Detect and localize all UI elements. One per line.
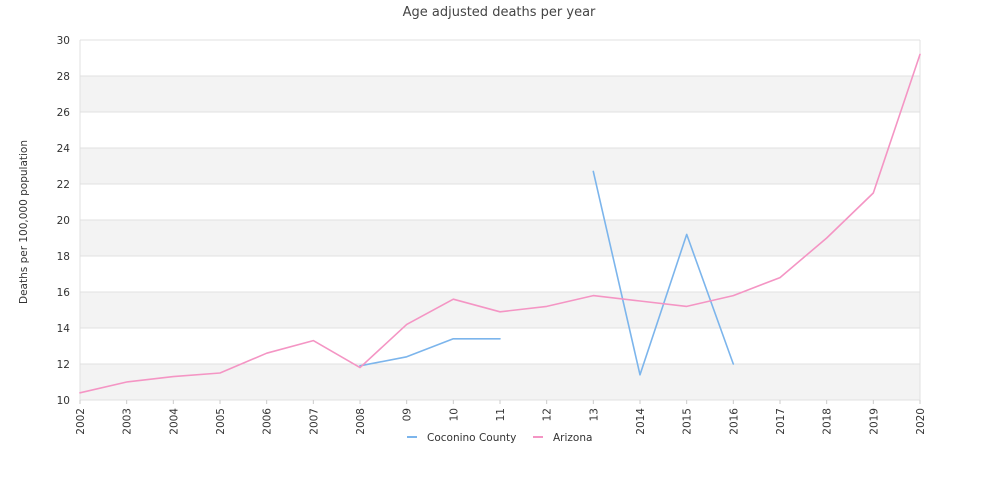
x-tick-label: 2002: [75, 408, 87, 435]
x-tick-label: 2016: [728, 408, 740, 435]
grid-band: [80, 256, 920, 292]
y-axis-ticks: 10 12 14 16 18 20 22 24 26 28 30: [57, 35, 71, 407]
legend-label-coconino-county: Coconino County: [427, 432, 516, 444]
x-tick-label: 09: [402, 408, 414, 421]
y-tick-label: 26: [57, 107, 71, 119]
grid-bands: [80, 40, 920, 400]
x-tick-label: 2019: [868, 408, 880, 435]
y-tick-label: 20: [57, 215, 70, 227]
x-tick-label: 11: [495, 408, 507, 421]
chart-title: Age adjusted deaths per year: [403, 5, 596, 20]
x-tick-label: 2006: [262, 408, 274, 435]
grid-band: [80, 148, 920, 184]
series-line-arizona: [79, 53, 921, 394]
x-tick-label: 10: [448, 408, 460, 421]
series-line-coconino-county: [359, 338, 501, 367]
y-tick-label: 12: [57, 359, 70, 371]
y-tick-label: 10: [57, 395, 70, 407]
x-tick-label: 12: [542, 408, 554, 421]
grid-band: [80, 220, 920, 256]
grid-band: [80, 328, 920, 364]
grid-band: [80, 76, 920, 112]
grid-band: [80, 40, 920, 76]
x-tick-label: 13: [588, 408, 600, 421]
y-tick-label: 22: [57, 179, 70, 191]
y-tick-label: 24: [57, 143, 71, 155]
x-tick-label: 2005: [215, 408, 227, 435]
x-tick-label: 2015: [682, 408, 694, 435]
x-tick-label: 2007: [308, 408, 320, 435]
x-tick-label: 2003: [122, 408, 134, 435]
x-axis-ticks: 2002 2003 2004 2005 2006 2007 2008 09 10 11 12 13 20…: [75, 400, 927, 435]
y-axis-label: Deaths per 100,000 population: [18, 140, 30, 304]
x-tick-label: 2004: [168, 408, 180, 435]
x-tick-label: 2020: [915, 408, 927, 435]
x-tick-label: 2017: [775, 408, 787, 435]
legend-label-arizona: Arizona: [553, 432, 592, 444]
x-tick-label: 2008: [355, 408, 367, 435]
x-tick-label: 2014: [635, 408, 647, 435]
series-line-coconino-county: [592, 170, 735, 376]
y-tick-label: 18: [57, 251, 70, 263]
y-tick-label: 16: [57, 287, 71, 299]
legend: Coconino County Arizona: [407, 432, 592, 444]
grid-band: [80, 112, 920, 148]
y-tick-label: 30: [57, 35, 70, 47]
series-lines: [79, 53, 921, 394]
grid-band: [80, 292, 920, 328]
grid-band: [80, 184, 920, 220]
grid-band: [80, 364, 920, 400]
y-tick-label: 14: [57, 323, 71, 335]
x-tick-label: 2018: [822, 408, 834, 435]
y-tick-label: 28: [57, 71, 70, 83]
